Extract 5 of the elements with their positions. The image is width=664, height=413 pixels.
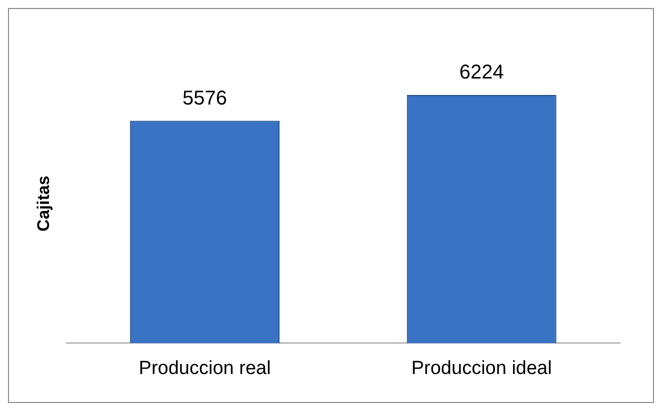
- x-tick-label: Produccion real: [138, 358, 271, 379]
- data-label: 5576: [182, 87, 228, 110]
- x-tick-label: Produccion ideal: [411, 358, 552, 379]
- y-axis-title: Cajitas: [34, 176, 53, 232]
- data-label: 6224: [459, 61, 504, 84]
